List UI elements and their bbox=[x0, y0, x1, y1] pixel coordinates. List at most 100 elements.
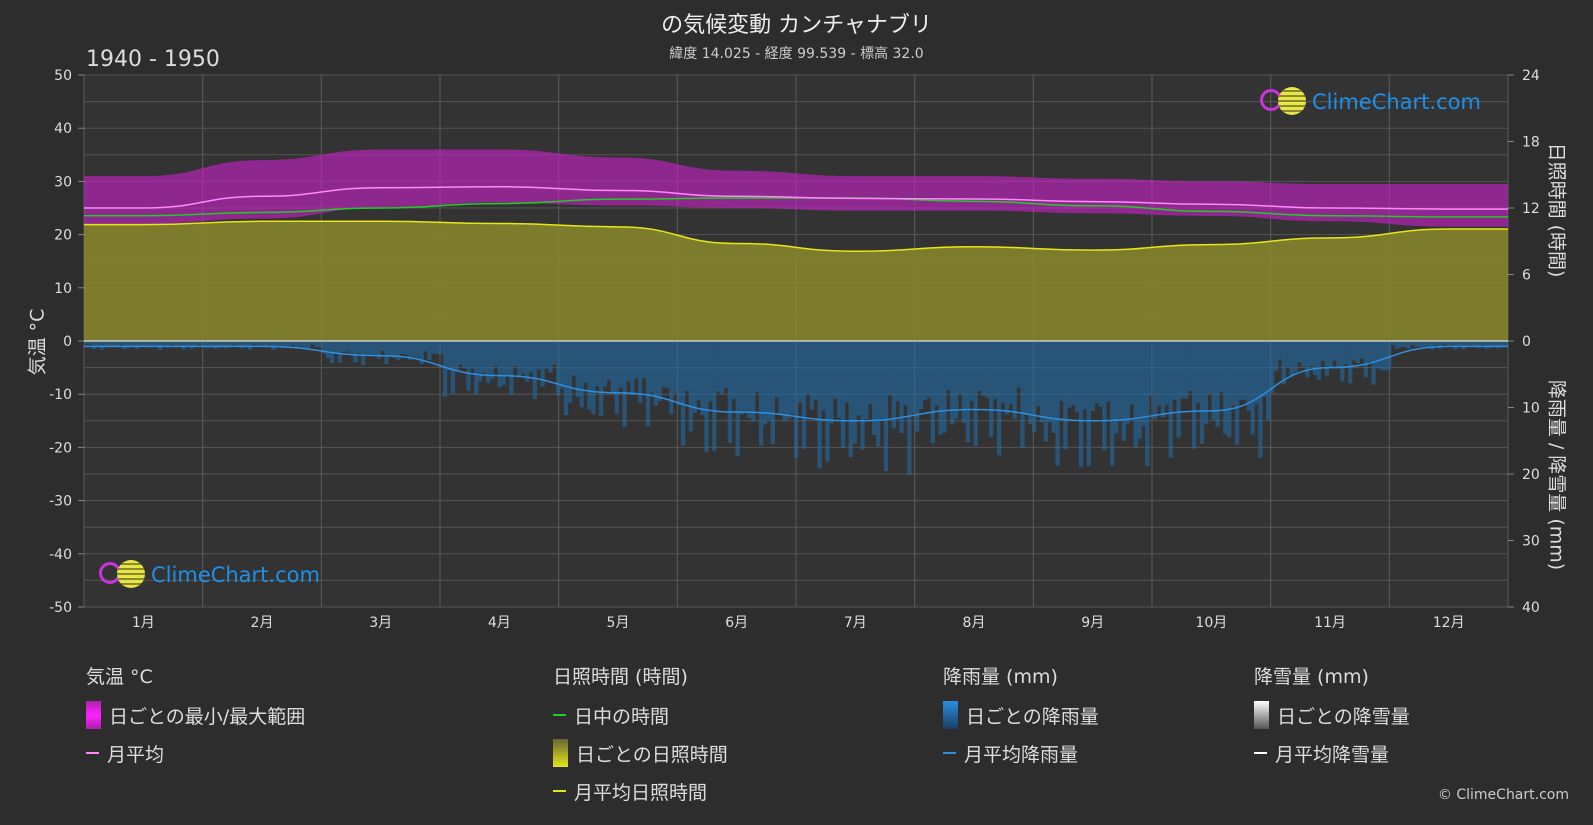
rain-bar bbox=[630, 341, 635, 396]
rain-bar bbox=[111, 341, 116, 347]
rain-bar bbox=[376, 341, 381, 359]
rain-bar bbox=[341, 341, 346, 353]
legend-swatch bbox=[553, 714, 566, 716]
rain-bar bbox=[840, 341, 846, 449]
rain-bar bbox=[318, 341, 323, 348]
rain-bar bbox=[1492, 341, 1497, 347]
rain-bar bbox=[891, 341, 896, 429]
rain-bar bbox=[1082, 341, 1088, 410]
rain-bar bbox=[614, 341, 619, 414]
rain-bar bbox=[1145, 341, 1150, 466]
legend-label: 日ごとの降雨量 bbox=[966, 705, 1099, 728]
rain-bar bbox=[454, 341, 459, 371]
rain-bar bbox=[602, 341, 608, 387]
rain-bar bbox=[84, 341, 89, 345]
rain-bar bbox=[973, 341, 978, 446]
rain-bar bbox=[333, 341, 338, 354]
rain-bar bbox=[1336, 341, 1341, 369]
rain-bar bbox=[1305, 341, 1310, 378]
x-tick-label: 1月 bbox=[132, 615, 155, 631]
rain-bar bbox=[895, 341, 900, 402]
left-axis-label: 気温 °C bbox=[26, 308, 49, 376]
rain-bar bbox=[969, 341, 974, 402]
x-tick-label: 7月 bbox=[844, 615, 867, 631]
rain-bar bbox=[598, 341, 604, 416]
rain-bar bbox=[1032, 341, 1037, 432]
rain-bar bbox=[755, 341, 760, 393]
rain-bar bbox=[302, 341, 307, 349]
rain-bar bbox=[1355, 341, 1361, 364]
brand-logo-bottom[interactable]: ClimeChart.com bbox=[97, 560, 320, 590]
rain-bar bbox=[1254, 341, 1259, 405]
rain-bar bbox=[996, 341, 1002, 456]
rain-bar bbox=[87, 341, 93, 345]
rain-bar bbox=[954, 341, 959, 419]
legend-swatch bbox=[943, 752, 956, 754]
rain-bar bbox=[1383, 341, 1388, 371]
rain-bar bbox=[189, 341, 194, 349]
rain-bar bbox=[708, 341, 713, 402]
rain-bar bbox=[559, 341, 565, 389]
legend-swatch bbox=[943, 701, 958, 729]
rain-bar bbox=[743, 341, 748, 413]
rain-bar bbox=[1379, 341, 1384, 370]
rain-bar bbox=[747, 341, 752, 418]
temperature-avg-line bbox=[83, 185, 1508, 210]
rain-bar bbox=[1152, 341, 1158, 420]
rain-bar bbox=[177, 341, 182, 346]
rain-bar bbox=[583, 341, 588, 383]
rain-bar bbox=[325, 341, 331, 359]
rain-bar bbox=[1012, 341, 1017, 420]
rain-bar bbox=[1133, 341, 1138, 448]
rain-bar bbox=[306, 341, 311, 349]
rain-bar bbox=[431, 341, 436, 354]
rain-bar bbox=[275, 341, 280, 346]
legend-item: 日ごとの最小/最大範囲 bbox=[86, 696, 305, 734]
rain-bar bbox=[224, 341, 229, 349]
x-tick-label: 6月 bbox=[725, 615, 748, 631]
legend-item: 日ごとの日照時間 bbox=[553, 734, 728, 772]
rain-bar bbox=[271, 341, 276, 350]
rain-bar bbox=[255, 341, 260, 347]
rain-bar bbox=[435, 341, 440, 355]
rain-bar bbox=[1117, 341, 1123, 421]
rain-bar bbox=[918, 341, 924, 410]
rain-bar bbox=[1328, 341, 1333, 367]
legend-snow: 降雪量 (mm) 日ごとの降雪量 月平均降雪量 bbox=[1254, 662, 1410, 772]
rain-bar bbox=[1098, 341, 1103, 407]
rain-bar bbox=[240, 341, 245, 349]
rain-bar bbox=[1191, 341, 1197, 449]
rain-bar bbox=[914, 341, 920, 432]
rain-bar bbox=[1289, 341, 1294, 376]
rain-bar bbox=[591, 341, 596, 415]
brand-logo-text: ClimeChart.com bbox=[151, 563, 320, 587]
rain-bar bbox=[1367, 341, 1372, 362]
rain-bar bbox=[1156, 341, 1162, 406]
rain-bar bbox=[595, 341, 600, 387]
rain-bar bbox=[532, 341, 537, 400]
rain-bar bbox=[1262, 341, 1267, 397]
right-top-tick-label: 0 bbox=[1522, 334, 1531, 350]
rain-bar bbox=[403, 341, 409, 355]
rain-bar bbox=[497, 341, 502, 388]
rain-bar bbox=[1359, 341, 1365, 359]
rain-bar bbox=[1125, 341, 1130, 424]
legend-swatch bbox=[1254, 701, 1269, 729]
right-bottom-tick-label: 20 bbox=[1522, 467, 1540, 483]
rain-bar bbox=[981, 341, 986, 396]
left-tick-label: 10 bbox=[54, 281, 72, 297]
daily-rain-bars bbox=[84, 341, 1509, 475]
rain-bar bbox=[762, 341, 768, 425]
legend-label: 日ごとの降雪量 bbox=[1277, 705, 1410, 728]
rain-bar bbox=[509, 341, 514, 395]
x-tick-label: 8月 bbox=[963, 615, 986, 631]
rain-bar bbox=[661, 341, 666, 388]
rain-bar bbox=[575, 341, 580, 397]
rain-bar bbox=[657, 341, 662, 402]
legend-label: 日ごとの日照時間 bbox=[576, 743, 728, 766]
brand-logo-top[interactable]: ClimeChart.com bbox=[1258, 87, 1481, 117]
rain-bar bbox=[243, 341, 249, 347]
left-tick-label: -50 bbox=[49, 600, 72, 616]
rain-bar bbox=[766, 341, 772, 421]
